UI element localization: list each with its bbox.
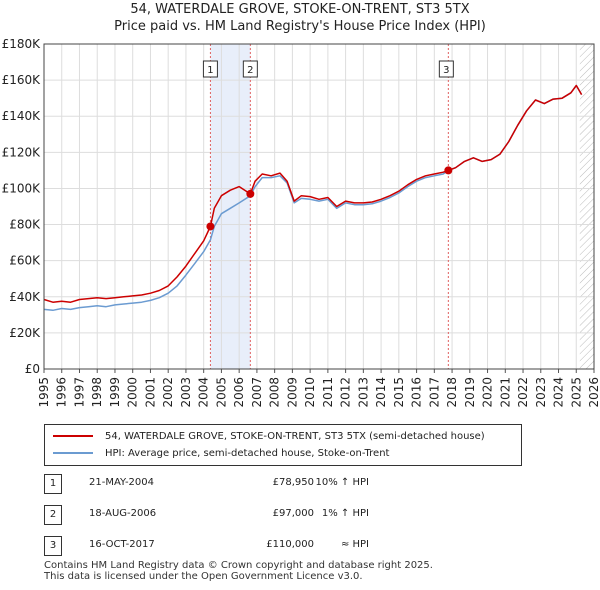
chart-title: 54, WATERDALE GROVE, STOKE-ON-TRENT, ST3… xyxy=(130,2,470,17)
sale-date: 16-OCT-2017 xyxy=(89,539,155,550)
forecast-hatch-region xyxy=(579,44,594,369)
sale-marker-badge: 3 xyxy=(44,536,62,556)
sale-marker-box xyxy=(242,60,258,78)
sale-marker-number: 3 xyxy=(443,65,449,76)
y-tick-label: £80K xyxy=(9,218,41,232)
x-tick-label: 2008 xyxy=(268,377,282,408)
x-tick-label: 2010 xyxy=(303,377,317,408)
price-chart: £0 £20K £40K £60K £80K £100K £120K £140K £160K £1… xyxy=(2,37,600,408)
x-tick-label: 2016 xyxy=(410,377,424,408)
chart-subtitle: Price paid vs. HM Land Registry's House … xyxy=(114,19,486,34)
y-tick-label: £100K xyxy=(2,181,42,195)
x-tick-label: 2005 xyxy=(214,377,228,408)
x-tick-label: 2004 xyxy=(197,377,211,408)
chart-legend: 54, WATERDALE GROVE, STOKE-ON-TRENT, ST3… xyxy=(44,424,522,466)
x-tick-label: 2017 xyxy=(427,377,441,408)
y-tick-label: £160K xyxy=(2,73,42,87)
x-tick-label: 1998 xyxy=(90,377,104,408)
x-tick-label: 2009 xyxy=(285,377,299,408)
x-tick-label: 2014 xyxy=(374,377,388,408)
sale-row: 3 16-OCT-2017 £110,000 ≈ HPI xyxy=(44,536,464,556)
sale-marker-badge: 1 xyxy=(44,474,62,494)
x-tick-label: 2001 xyxy=(143,377,157,408)
sale-point xyxy=(206,222,215,231)
x-tick-label: 2023 xyxy=(534,377,548,408)
sale-price: £97,000 xyxy=(272,508,314,519)
x-tick-label: 2024 xyxy=(552,377,566,408)
sale-marker-number: 1 xyxy=(207,65,213,76)
sale-marker-box xyxy=(202,60,218,78)
x-tick-label: 2019 xyxy=(463,377,477,408)
legend-item-hpi: HPI: Average price, semi-detached house,… xyxy=(53,445,389,461)
x-tick-label: 2003 xyxy=(179,377,193,408)
x-tick-label: 2025 xyxy=(569,377,583,408)
x-tick-label: 2006 xyxy=(232,377,246,408)
sale-price: £110,000 xyxy=(266,539,314,550)
x-tick-label: 1999 xyxy=(108,377,122,408)
x-tick-label: 2012 xyxy=(339,377,353,408)
x-tick-label: 2011 xyxy=(321,377,335,408)
legend-item-property: 54, WATERDALE GROVE, STOKE-ON-TRENT, ST3… xyxy=(53,428,485,444)
legend-label-hpi: HPI: Average price, semi-detached house,… xyxy=(105,447,390,459)
x-tick-label: 2026 xyxy=(587,377,600,408)
x-tick-label: 2013 xyxy=(356,377,370,408)
sale-date: 18-AUG-2006 xyxy=(89,508,157,519)
x-tick-label: 2021 xyxy=(498,377,512,408)
x-tick-label: 2020 xyxy=(481,377,495,408)
x-tick-label: 2018 xyxy=(445,377,459,408)
property-series-line xyxy=(43,84,583,303)
sale-row: 1 21-MAY-2004 £78,950 10% ↑ HPI xyxy=(44,474,464,494)
y-tick-label: £20K xyxy=(9,326,41,340)
x-tick-label: 1997 xyxy=(72,377,86,408)
footer-licence: This data is licensed under the Open Gov… xyxy=(44,571,363,582)
sale-hpi-compare: 1% ↑ HPI xyxy=(321,508,369,519)
sale-point xyxy=(444,166,453,175)
legend-swatch-property xyxy=(53,435,93,437)
y-tick-label: £60K xyxy=(9,254,41,268)
x-tick-label: 2007 xyxy=(250,377,264,408)
y-tick-label: £40K xyxy=(9,290,41,304)
sale-hpi-compare: 10% ↑ HPI xyxy=(315,477,369,488)
y-tick-label: £180K xyxy=(2,37,42,51)
sale-price: £78,950 xyxy=(272,477,314,488)
legend-label-property: 54, WATERDALE GROVE, STOKE-ON-TRENT, ST3… xyxy=(105,430,485,442)
y-tick-label: £120K xyxy=(2,145,42,159)
y-tick-label: £140K xyxy=(2,109,42,123)
ownership-period-shade xyxy=(210,44,251,369)
x-tick-label: 2000 xyxy=(126,377,140,408)
y-tick-label: £0 xyxy=(25,362,40,376)
legend-swatch-hpi xyxy=(53,452,93,454)
x-tick-label: 2002 xyxy=(161,377,175,408)
sale-hpi-compare: ≈ HPI xyxy=(340,539,369,550)
sale-marker-number: 2 xyxy=(247,65,253,76)
sale-point xyxy=(246,189,255,198)
plot-frame xyxy=(43,43,595,370)
sale-date: 21-MAY-2004 xyxy=(89,477,155,488)
x-tick-label: 2015 xyxy=(392,377,406,408)
x-tick-label: 2022 xyxy=(516,377,530,408)
x-tick-label: 1995 xyxy=(37,377,51,408)
sale-row: 2 18-AUG-2006 £97,000 1% ↑ HPI xyxy=(44,505,464,525)
sale-marker-badge: 2 xyxy=(44,505,62,525)
plot-area xyxy=(44,44,594,369)
x-tick-label: 1996 xyxy=(55,377,69,408)
footer-attribution: Contains HM Land Registry data © Crown c… xyxy=(44,560,433,582)
sale-marker-box xyxy=(438,60,454,78)
footer-copyright: Contains HM Land Registry data © Crown c… xyxy=(44,560,433,571)
